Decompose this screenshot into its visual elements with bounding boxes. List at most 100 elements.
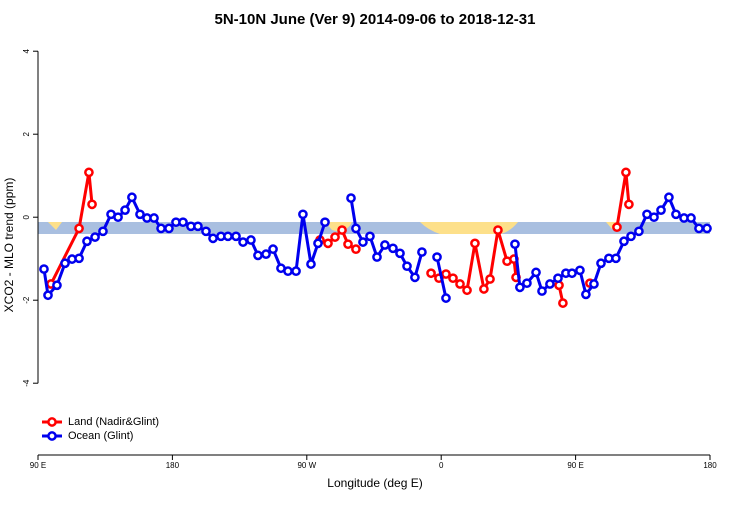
- point: [201, 226, 211, 237]
- point: [417, 247, 427, 257]
- point: [164, 223, 174, 234]
- x-tick-label: 90 E: [30, 461, 46, 470]
- y-axis-label: XCO2 - MLO trend (ppm): [2, 178, 16, 313]
- x-tick-label: 90 E: [567, 461, 583, 470]
- point: [120, 205, 130, 215]
- point: [596, 258, 606, 269]
- point: [395, 248, 405, 259]
- point: [380, 240, 390, 250]
- point: [626, 231, 636, 242]
- point: [84, 167, 94, 178]
- point: [231, 231, 241, 242]
- x-tick-label: 90 W: [297, 461, 316, 470]
- point: [493, 225, 503, 235]
- point: [52, 280, 62, 291]
- point: [531, 267, 541, 278]
- point: [135, 209, 145, 220]
- point: [156, 223, 166, 234]
- point: [193, 221, 203, 232]
- point: [343, 239, 353, 250]
- point: [426, 268, 436, 279]
- point: [358, 237, 368, 247]
- point: [611, 253, 621, 264]
- point: [313, 238, 323, 249]
- x-tick-label: 180: [166, 461, 180, 470]
- point: [238, 237, 248, 247]
- point: [432, 252, 442, 262]
- point: [388, 243, 398, 254]
- point: [306, 259, 316, 269]
- point: [337, 225, 347, 235]
- land-patch: [48, 222, 62, 230]
- point: [149, 213, 159, 223]
- point: [320, 217, 330, 228]
- y-tick-label: 0: [22, 214, 31, 219]
- point: [621, 167, 631, 178]
- legend-marker: [47, 417, 57, 427]
- point: [470, 238, 480, 249]
- point: [365, 231, 375, 242]
- point: [694, 223, 704, 234]
- point: [208, 233, 218, 244]
- point: [74, 253, 84, 264]
- point: [462, 285, 472, 296]
- point: [545, 279, 555, 289]
- point: [510, 239, 520, 250]
- series-line: [49, 172, 631, 304]
- point: [402, 261, 412, 272]
- point: [283, 266, 293, 277]
- point: [441, 269, 451, 279]
- point: [671, 209, 681, 220]
- point: [253, 250, 263, 261]
- land-patch: [606, 222, 616, 229]
- point: [127, 192, 137, 203]
- legend-marker: [47, 431, 57, 441]
- point: [575, 265, 585, 276]
- point: [372, 252, 382, 262]
- chart-title: 5N-10N June (Ver 9) 2014-09-06 to 2018-1…: [214, 11, 535, 28]
- point: [330, 232, 340, 242]
- point: [649, 212, 659, 223]
- point: [246, 235, 256, 245]
- x-tick-label: 180: [703, 461, 717, 470]
- point: [410, 272, 420, 283]
- y-tick-label: 4: [22, 48, 31, 53]
- point: [702, 223, 712, 234]
- point: [268, 244, 278, 255]
- x-axis-label: Longitude (deg E): [327, 476, 422, 490]
- point: [656, 205, 666, 215]
- point: [74, 223, 84, 234]
- point: [686, 213, 696, 223]
- point: [346, 193, 356, 203]
- point: [537, 286, 547, 296]
- point: [634, 226, 644, 237]
- point: [553, 273, 563, 284]
- point: [90, 232, 100, 242]
- point: [567, 268, 577, 279]
- point: [323, 238, 333, 249]
- point: [291, 266, 301, 277]
- y-tick-label: 2: [22, 131, 31, 136]
- y-tick-label: -2: [22, 296, 31, 304]
- point: [619, 236, 629, 247]
- point: [261, 249, 271, 259]
- point: [624, 199, 634, 210]
- point: [178, 217, 188, 228]
- point: [479, 284, 489, 294]
- surface-band: [38, 222, 710, 234]
- point: [581, 289, 591, 300]
- point: [98, 226, 108, 237]
- y-tick-label: -4: [22, 379, 31, 387]
- legend-label: Land (Nadir&Glint): [68, 416, 159, 428]
- point: [43, 290, 53, 301]
- x-tick-label: 0: [439, 461, 444, 470]
- point: [441, 293, 451, 303]
- point: [612, 222, 622, 233]
- point: [87, 199, 97, 210]
- point: [589, 279, 599, 289]
- point: [558, 298, 568, 308]
- legend-label: Ocean (Glint): [68, 430, 133, 442]
- point: [298, 209, 308, 220]
- point: [448, 273, 458, 284]
